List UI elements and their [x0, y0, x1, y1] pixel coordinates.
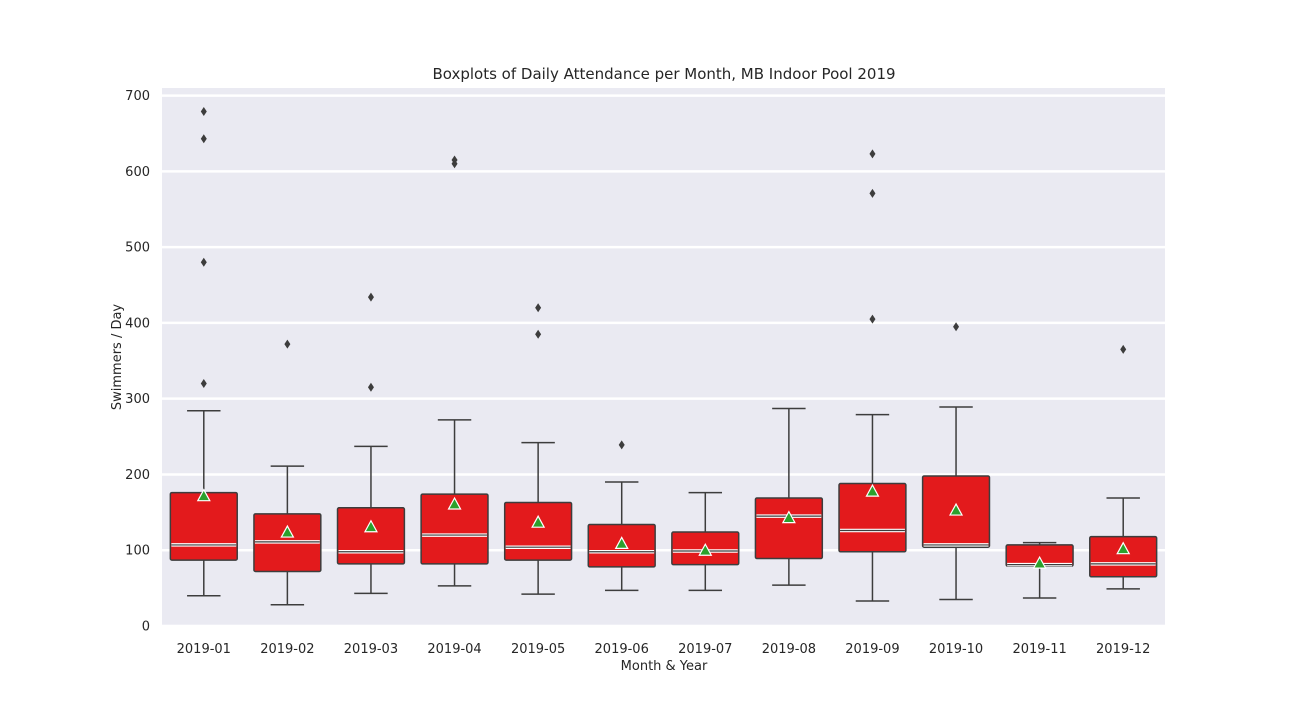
x-tick-label: 2019-04	[427, 642, 481, 657]
x-tick-label: 2019-07	[678, 642, 732, 657]
grid-lines	[162, 94, 1165, 628]
iqr-box	[754, 497, 824, 560]
mean-marker	[196, 488, 211, 502]
mean-marker	[363, 519, 378, 533]
x-tick-label: 2019-10	[929, 642, 983, 657]
mean-marker	[280, 524, 295, 538]
y-tick-label: 700	[125, 89, 150, 104]
iqr-box	[503, 501, 573, 561]
iqr-box	[420, 493, 489, 565]
y-tick-label: 400	[125, 316, 150, 331]
outlier-point	[200, 106, 207, 116]
x-tick-label: 2019-03	[344, 642, 398, 657]
mean-marker	[949, 502, 964, 516]
mean-marker	[698, 542, 713, 556]
outlier-point	[200, 379, 207, 389]
box-group-2019-04	[420, 155, 489, 587]
x-tick-label: 2019-02	[260, 642, 314, 657]
y-tick-label: 300	[125, 392, 150, 407]
plot-background	[162, 88, 1165, 626]
mean-marker	[781, 510, 796, 524]
outlier-point	[535, 303, 542, 313]
x-tick-label: 2019-09	[845, 642, 899, 657]
outlier-point	[535, 329, 542, 339]
x-tick-label: 2019-08	[762, 642, 816, 657]
outlier-point	[451, 155, 458, 165]
x-tick-labels: 2019-01 2019-02 2019-03 2019-04 2019-05 2019-…	[177, 642, 1151, 657]
mean-marker	[447, 496, 462, 510]
outlier-point	[1120, 344, 1127, 354]
y-tick-label: 500	[125, 241, 150, 256]
outlier-point	[869, 314, 876, 324]
mean-marker	[865, 483, 880, 497]
x-tick-label: 2019-05	[511, 642, 565, 657]
y-tick-label: 100	[125, 544, 150, 559]
outlier-point	[869, 188, 876, 198]
outlier-point	[200, 134, 207, 144]
box-group-2019-08	[754, 407, 824, 586]
box-layer	[169, 106, 1158, 606]
outlier-point	[367, 292, 374, 302]
outlier-point	[367, 382, 374, 392]
mean-marker	[614, 536, 629, 550]
outlier-point	[284, 339, 291, 349]
iqr-box	[169, 491, 238, 561]
iqr-box	[838, 482, 907, 553]
mean-marker	[1116, 541, 1131, 555]
box-group-2019-03	[336, 292, 406, 595]
y-axis-label: Swimmers / Day	[110, 304, 125, 411]
outlier-point	[953, 322, 960, 332]
y-tick-label: 0	[142, 620, 150, 635]
x-tick-label: 2019-11	[1012, 642, 1066, 657]
x-tick-label: 2019-12	[1096, 642, 1150, 657]
x-tick-label: 2019-01	[177, 642, 231, 657]
box-group-2019-11	[1005, 541, 1074, 599]
box-group-2019-09	[838, 149, 907, 602]
y-tick-label: 200	[125, 468, 150, 483]
chart-title: Boxplots of Daily Attendance per Month, …	[432, 65, 895, 83]
x-axis-label: Month & Year	[621, 659, 708, 674]
iqr-box	[336, 507, 406, 565]
x-tick-label: 2019-06	[595, 642, 649, 657]
box-group-2019-01	[169, 106, 238, 597]
box-group-2019-06	[587, 440, 656, 592]
box-group-2019-07	[671, 491, 740, 592]
outlier-point	[200, 257, 207, 267]
mean-marker	[531, 514, 546, 528]
box-group-2019-10	[921, 322, 991, 601]
box-group-2019-05	[503, 303, 573, 595]
y-tick-label: 600	[125, 165, 150, 180]
mean-marker	[1032, 555, 1047, 569]
y-tick-labels: 0 100 200 300 400 500 600 700	[125, 89, 150, 634]
iqr-box	[1089, 535, 1158, 578]
outlier-point	[869, 149, 876, 159]
box-group-2019-12	[1089, 344, 1158, 590]
box-group-2019-02	[253, 339, 322, 606]
outlier-point	[618, 440, 625, 450]
